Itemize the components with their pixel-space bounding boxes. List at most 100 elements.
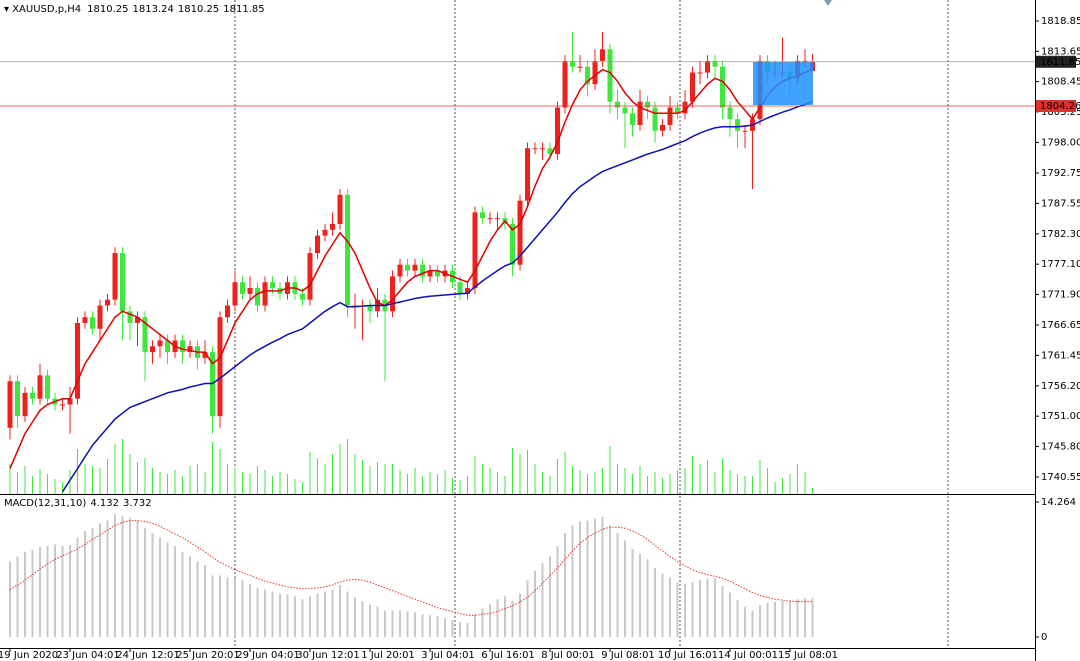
candle-body [150,346,155,353]
candle-body [690,72,695,102]
candle-body [435,270,440,277]
candle-body [532,148,538,150]
y-tick-label: 1740.55 [1041,472,1080,483]
candle-body [315,235,320,254]
candle-body [517,200,523,265]
candle-body [622,107,628,114]
candle-body [180,340,185,353]
rectangle-object [753,62,813,105]
x-tick-label: 14 Jul 00:01 [718,650,778,661]
candle-body [480,212,485,219]
candle-body [600,49,605,61]
moving-average [61,101,813,493]
candle-body [255,288,260,306]
candle-body [7,381,13,428]
x-tick-label: 3 Jul 04:01 [421,650,475,661]
x-tick-label: 15 Jul 08:01 [778,650,838,661]
candle-body [577,66,583,68]
candle-body [240,282,245,294]
candle-body [562,60,568,108]
candle-body [15,381,20,417]
y-tick-label: 1782.30 [1041,229,1080,240]
candle-body [397,264,403,277]
y-tick-label: 1745.80 [1041,441,1080,452]
y-tick-label: 1766.65 [1041,320,1080,331]
y-tick-label: 1756.20 [1041,381,1080,392]
bid-label: 1811.85 [1040,57,1080,68]
candle-body [682,101,688,114]
candle-body [247,288,253,294]
candle-body [525,148,530,201]
x-tick-label: 30 Jun 12:01 [296,650,360,661]
candle-body [217,317,223,417]
candle-body [510,223,515,265]
candle-body [727,107,733,120]
symbol: XAUUSD,p,H4 [12,4,81,15]
close: 1811.85 [223,4,264,15]
x-tick-label: 19 Jun 2020 [0,650,58,661]
overlay [0,61,1035,107]
candle-body [547,148,553,155]
y-tick-label: 14.264 [1041,497,1076,508]
candle-body [22,392,28,417]
macd-header: MACD(12,31,10) 4.132 3.732 [4,498,152,509]
candle-body [645,101,650,108]
candle-body [660,124,665,131]
candle-body [570,60,575,67]
candle-body [307,253,313,300]
shift-marker [824,0,832,6]
macd-value: 4.132 [90,498,119,509]
x-tick-label: 24 Jun 12:01 [116,650,180,661]
candle-body [120,253,125,312]
candle-body [630,113,635,125]
candle-body [330,223,335,230]
candle-body [615,101,620,108]
candle-body [735,119,740,131]
candle-body [637,101,643,125]
candle-body [165,340,170,353]
candle-body [127,311,133,323]
candle-body [187,346,193,353]
candle-body [420,264,425,277]
candle-body [367,305,373,312]
candle-body [742,130,748,132]
y-tick-label: 1761.45 [1041,350,1080,361]
candle-body [105,299,110,306]
x-tick-label: 1 Jul 20:01 [361,650,415,661]
candle-body [157,340,163,347]
candle-body [802,60,808,62]
candle-body [75,322,80,399]
candle-body [232,282,238,306]
moving-average [9,68,813,469]
candle-body [472,212,478,289]
candle-body [487,218,493,220]
y-tick-label: 1808.45 [1041,77,1080,88]
candle-body [592,60,598,85]
candle-body [37,375,43,399]
candle-body [412,264,418,271]
open: 1810.25 [87,4,128,15]
candle-body [390,276,395,312]
candle-body [457,282,463,294]
y-tick-label: 1787.55 [1041,198,1080,209]
candle-body [720,66,725,108]
candle-body [67,398,73,405]
candle-body [465,288,470,294]
y-tick-label: 1818.85 [1041,16,1080,27]
price-level-label: 1804.26 [1040,101,1080,112]
candle-body [652,107,658,131]
candle-body [345,194,350,306]
bid-box [1036,55,1076,68]
menu-arrow: ▾ [4,4,12,15]
price-level-box [1036,99,1076,112]
y-tick-label: 1792.75 [1041,168,1080,179]
candle-body [45,375,50,399]
y-tick-label: 1813.65 [1041,46,1080,57]
candle-body [262,282,268,306]
y-tick-label: 1803.25 [1041,107,1080,118]
candle-body [60,404,65,406]
candle-body [202,352,208,358]
candle-body [322,229,328,236]
